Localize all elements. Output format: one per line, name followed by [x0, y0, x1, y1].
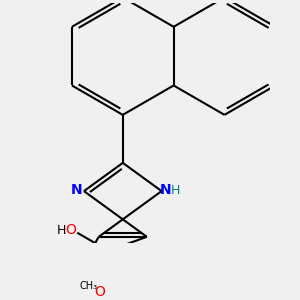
Text: H: H	[56, 224, 66, 237]
Text: O: O	[65, 223, 76, 237]
Text: H: H	[171, 184, 180, 197]
Text: O: O	[94, 285, 105, 299]
Text: N: N	[160, 183, 172, 197]
Text: N: N	[70, 183, 82, 197]
Text: CH₃: CH₃	[80, 281, 98, 291]
